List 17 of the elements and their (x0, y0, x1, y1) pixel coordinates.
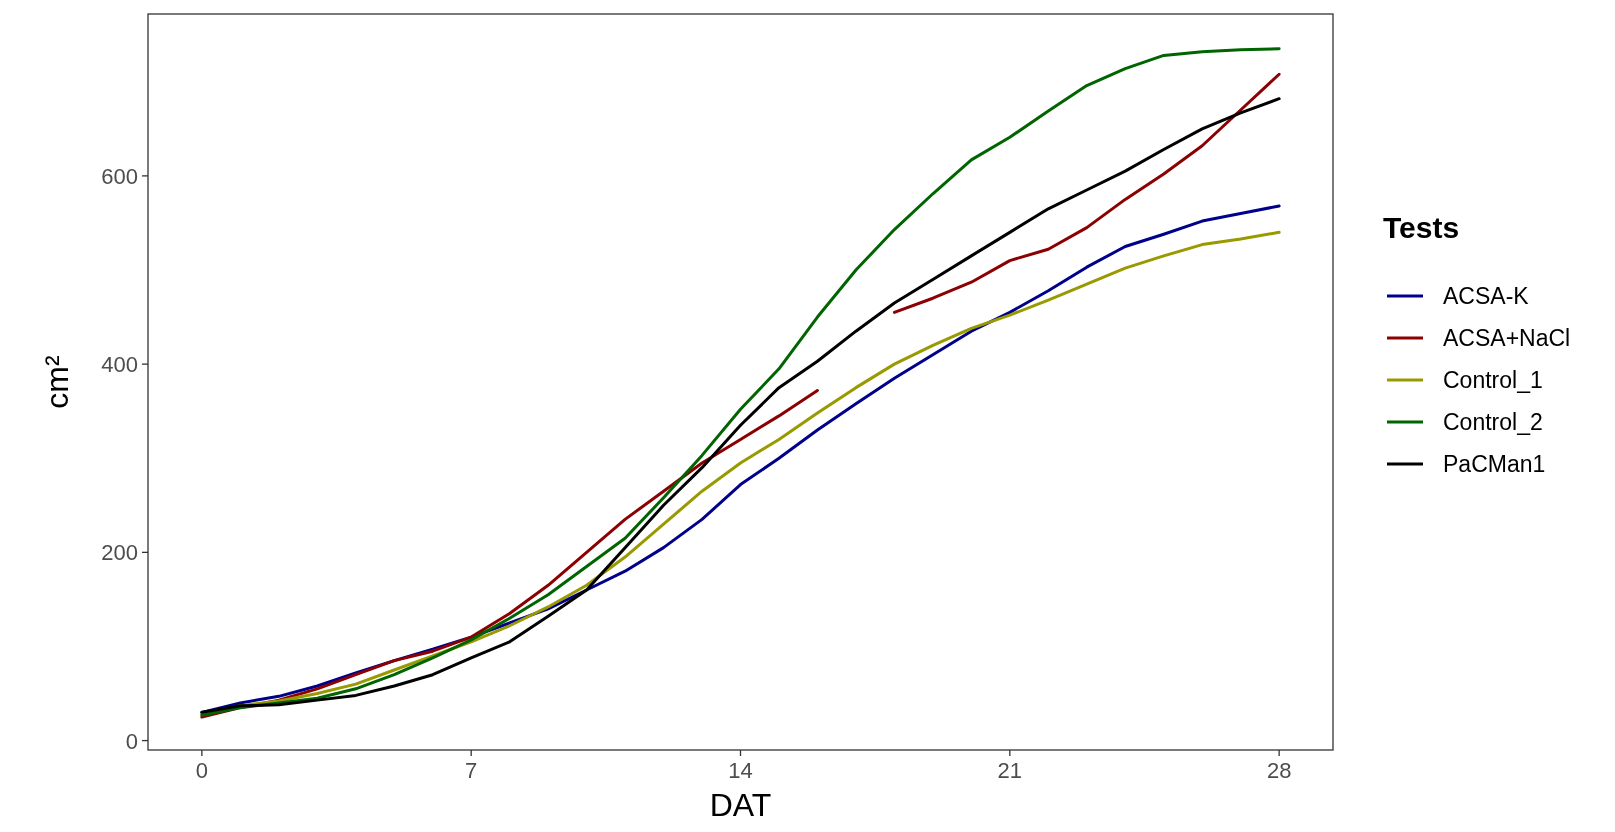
legend-label: Control_2 (1443, 409, 1543, 435)
x-tick-label: 7 (465, 758, 478, 783)
y-tick-label: 400 (101, 352, 138, 378)
x-tick-label: 21 (997, 758, 1023, 783)
y-tick-label: 200 (101, 540, 138, 566)
legend-label: ACSA+NaCl (1443, 325, 1571, 351)
x-axis-title: DAT (709, 787, 772, 823)
legend-label: ACSA-K (1443, 283, 1530, 309)
x-tick-label: 14 (728, 758, 753, 783)
x-tick-label: 28 (1266, 758, 1292, 783)
x-tick-label: 0 (195, 758, 208, 783)
legend-label: Control_1 (1443, 367, 1543, 393)
legend-label: PaCMan1 (1443, 451, 1546, 477)
y-tick-label: 0 (125, 728, 138, 754)
legend-title: Tests (1383, 211, 1460, 244)
y-axis-title: cm² (39, 355, 75, 409)
y-tick-label: 600 (101, 163, 138, 189)
